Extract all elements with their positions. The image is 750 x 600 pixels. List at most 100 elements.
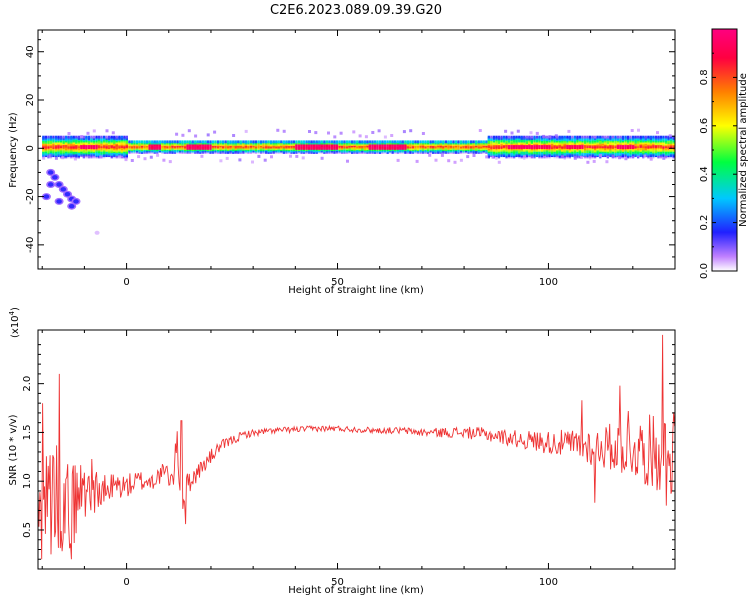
spectrogram-cell [330, 140, 334, 144]
spectrogram-cell [591, 135, 594, 139]
spectrogram-cell [419, 140, 422, 144]
spectrogram-cell [510, 154, 513, 158]
spectrogram-cell [399, 140, 402, 144]
spectrogram-cell [642, 150, 645, 154]
spectrogram-halo-cell [605, 160, 609, 164]
spectrogram-cell [533, 150, 536, 154]
spectrogram-cell [72, 135, 75, 139]
spectrogram-cell [92, 150, 96, 154]
spectrogram-cell [54, 154, 58, 158]
spectrogram-cell [97, 154, 101, 158]
spectrogram-cell [361, 140, 364, 144]
spectrogram-cell [662, 150, 665, 154]
spectrogram-cell [130, 140, 134, 144]
spectrogram-cell [90, 135, 93, 139]
spectrogram-cell [667, 150, 670, 154]
spectrogram-cell [609, 154, 612, 158]
spectrogram-cell [672, 154, 675, 158]
spectrogram-cell [497, 150, 501, 154]
spectrogram-cell [578, 150, 582, 154]
spectrogram-cell [54, 135, 58, 139]
spectrogram-cell [497, 135, 501, 139]
spectrogram-cell [634, 135, 637, 139]
spectrogram-cell [647, 154, 650, 158]
spectrogram-halo-cell [181, 133, 185, 137]
spectrogram-cell [371, 140, 374, 144]
spectrogram-cell [556, 154, 559, 158]
spectrogram-cell [340, 140, 344, 144]
spectrogram-cell [568, 154, 571, 158]
spectrogram-halo-cell [339, 131, 343, 135]
spectrogram-cell [120, 135, 123, 139]
spectrogram-cell [378, 140, 382, 144]
spectrogram-cell [492, 150, 496, 154]
spectrogram-cell [662, 154, 665, 158]
spectrogram-halo-cell [516, 129, 520, 133]
spectrogram-cell [186, 140, 189, 144]
spectrogram-cell [452, 140, 455, 144]
spectrogram-cell [302, 140, 306, 144]
spectrogram-cell [464, 140, 468, 144]
spectrogram-halo-cell [162, 158, 166, 162]
spectrogram-halo-cell [295, 154, 299, 158]
spectrogram-cell [649, 154, 652, 158]
spectrogram-cell [525, 135, 528, 139]
spectrogram-cell [667, 154, 670, 158]
spectrogram-cell [305, 140, 308, 144]
spectrogram-cell [313, 140, 316, 144]
spectrogram-cell [513, 135, 516, 139]
spectrogram-cell [604, 154, 607, 158]
spectrogram-halo-cell [276, 128, 280, 132]
spectrogram-cell [482, 140, 485, 144]
spectrogram-halo-cell [54, 156, 58, 160]
spectrogram-ytick-label: 20 [25, 94, 36, 107]
spectrogram-xtick-label: 50 [331, 277, 344, 288]
spectrogram-cell [497, 154, 501, 158]
spectrogram-cell [123, 154, 126, 158]
spectrogram-ytick-label: 40 [25, 45, 36, 58]
spectrogram-cell [566, 150, 569, 154]
spectrogram-cell [578, 154, 582, 158]
spectrogram-halo-cell [447, 159, 451, 163]
spectrogram-halo-cell [535, 131, 539, 135]
spectrogram-halo-cell [567, 129, 571, 133]
spectrogram-halo-cell [491, 155, 495, 159]
spectrogram-cell [85, 154, 88, 158]
spectrogram-cell [424, 140, 427, 144]
spectrogram-halo-cell [219, 159, 223, 163]
spectrogram-halo-cell [478, 129, 482, 132]
spectrogram-cell [543, 154, 546, 158]
spectrogram-ticks: 0 50 100 40 20 0 -20 -40 [25, 30, 676, 288]
spectrogram-cell [257, 140, 260, 144]
spectrogram-cell [67, 135, 70, 139]
spectrogram-cell [664, 135, 668, 139]
spectrogram-cell [634, 150, 637, 154]
spectrogram-halo-cell [301, 156, 305, 160]
spectrogram-cell [530, 135, 533, 139]
spectrogram-cell [619, 135, 622, 139]
spectrogram-cell [611, 150, 614, 154]
spectrogram-cell [153, 140, 156, 144]
spectrogram-cell [156, 140, 159, 144]
spectrogram-cell [389, 140, 392, 144]
spectrogram-cell [95, 150, 98, 154]
spectrogram-cell [523, 135, 526, 139]
spectrogram-halo-cell [472, 154, 476, 157]
spectrogram-halo-cell [668, 134, 672, 138]
spectrogram-cell [545, 135, 549, 139]
colorbar-gradient [711, 28, 738, 272]
spectrogram-cell [588, 154, 592, 158]
spectrogram-cell [664, 154, 668, 158]
spectrogram-cell [639, 135, 642, 139]
colorbar-tick-label: 0.0 [699, 263, 710, 279]
spectrogram-cell [649, 150, 652, 154]
spectrogram-cell [318, 140, 321, 144]
spectrogram-cell [591, 154, 594, 158]
spectrogram-cell [351, 140, 354, 144]
spectrogram-cell [462, 140, 465, 144]
spectrogram-cell [100, 150, 103, 154]
spectrogram-halo-cell [314, 131, 318, 135]
spectrogram-halo-cell [618, 156, 621, 160]
spectrogram-halo-cell [194, 134, 198, 138]
